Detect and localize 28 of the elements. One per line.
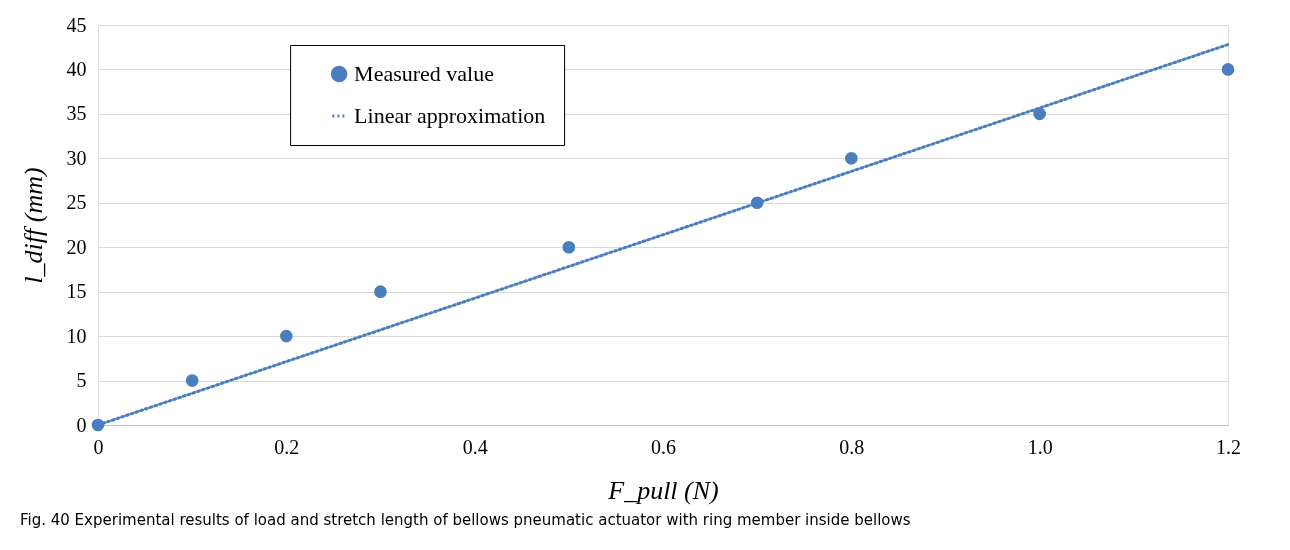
point <box>280 329 293 343</box>
x-tick-label: 0.4 <box>462 435 488 458</box>
y-tick-label: 5 <box>76 369 87 392</box>
x-tick-label: 0.6 <box>651 435 676 458</box>
y-tick-label: 10 <box>66 324 87 347</box>
y-tick-label: 35 <box>66 102 87 125</box>
legend-label: Linear approximation <box>354 103 546 128</box>
x-tick-label: 0.2 <box>274 435 300 458</box>
point <box>374 285 387 298</box>
x-tick-label: 1.0 <box>1027 435 1053 458</box>
y-tick-label: 40 <box>66 57 87 80</box>
y-tick-label: 15 <box>66 280 87 303</box>
y-axis-title: l_diff (mm) <box>18 167 48 284</box>
point <box>1221 63 1235 76</box>
y-tick-label: 20 <box>66 235 87 258</box>
x-axis-title: F_pull (N) <box>607 475 719 505</box>
point <box>845 152 858 165</box>
y-tick-label: 45 <box>66 13 87 36</box>
legend-label: Measured value <box>354 61 494 86</box>
caption: Fig. 40 Experimental results of load and stretch length of bellows pneumatic actuator with ring member inside bellows <box>20 511 911 529</box>
x-tick-label: 0 <box>93 435 104 458</box>
point <box>562 240 576 254</box>
y-tick-label: 25 <box>66 191 87 214</box>
y-tick-label: 30 <box>66 146 87 169</box>
x-tick-label: 1.2 <box>1216 435 1241 458</box>
y-tick-label: 0 <box>76 413 87 436</box>
x-tick-label: 0.8 <box>839 435 865 458</box>
point <box>185 374 199 387</box>
